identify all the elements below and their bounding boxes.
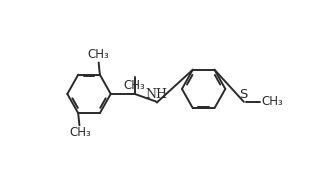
Text: CH₃: CH₃: [262, 95, 283, 108]
Text: NH: NH: [146, 88, 168, 101]
Text: CH₃: CH₃: [69, 126, 91, 140]
Text: CH₃: CH₃: [87, 48, 109, 61]
Text: S: S: [240, 88, 248, 101]
Text: CH₃: CH₃: [124, 79, 146, 92]
